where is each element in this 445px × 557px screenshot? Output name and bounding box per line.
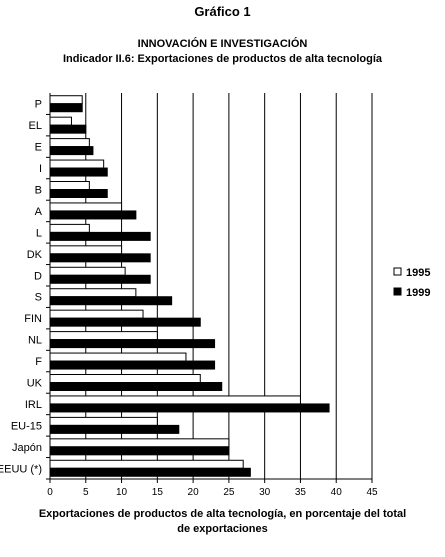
x-tick-label: 15: [152, 487, 164, 498]
axes: [46, 93, 373, 483]
bar-1999: [49, 274, 151, 284]
bar-1999: [49, 339, 216, 349]
bar-1999: [49, 360, 216, 370]
bar-1999: [49, 424, 180, 434]
category-label: D: [34, 270, 42, 282]
bar-1999: [49, 446, 230, 456]
gridlines: [85, 93, 373, 479]
bar-1999: [49, 317, 201, 327]
x-tick-label: 5: [83, 487, 89, 498]
x-axis-label-line1: Exportaciones de productos de alta tecno…: [38, 508, 407, 520]
bar-1995: [49, 266, 126, 276]
x-axis-label-line2: de exportaciones: [177, 523, 268, 535]
bar-1999: [49, 189, 108, 198]
category-label: P: [35, 99, 42, 111]
bar-1999: [49, 467, 251, 477]
bar-1999: [49, 146, 94, 156]
bar-1995: [49, 223, 90, 233]
bars: [49, 95, 330, 477]
category-label: S: [35, 292, 42, 304]
legend-swatch-1995: [393, 267, 402, 276]
chart-subtitle: Indicador II.6: Exportaciones de product…: [62, 53, 383, 65]
chart-title: INNOVACIÓN E INVESTIGACIÓN: [137, 38, 308, 50]
bar-1995: [49, 331, 158, 341]
legend-label-1999: 1999: [406, 287, 430, 299]
bar-1999: [49, 253, 151, 263]
x-tick-label: 40: [331, 487, 343, 498]
category-label: IRL: [25, 399, 42, 411]
bar-1995: [49, 395, 301, 405]
bar-1999: [49, 231, 151, 241]
category-label: EEUU (*): [0, 463, 42, 475]
category-label: I: [39, 163, 42, 175]
bar-1995: [49, 95, 83, 105]
bar-1995: [49, 288, 137, 298]
bar-1995: [49, 459, 244, 469]
category-label: DK: [27, 249, 43, 261]
category-label: EU-15: [11, 420, 42, 432]
bar-1999: [49, 210, 137, 220]
bar-1995: [49, 438, 230, 448]
bar-1995: [49, 181, 90, 190]
tick-labels: 0 5 10 15 20 25 30 35 40 45: [47, 487, 378, 498]
legend: 1995 1999: [393, 267, 430, 299]
category-label: A: [35, 206, 43, 218]
x-tick-label: 0: [47, 487, 53, 498]
category-label: E: [35, 142, 42, 154]
category-label: F: [35, 356, 42, 368]
bar-1999: [49, 167, 108, 177]
x-tick-label: 30: [259, 487, 271, 498]
figure-title: Gráfico 1: [194, 4, 251, 19]
x-tick-label: 20: [188, 487, 200, 498]
bar-1995: [49, 138, 90, 148]
bar-1995: [49, 374, 201, 383]
category-label: FIN: [24, 313, 42, 325]
x-tick-label: 35: [295, 487, 307, 498]
x-tick-label: 45: [366, 487, 378, 498]
category-label: L: [36, 227, 42, 239]
category-label: Japón: [12, 442, 42, 454]
legend-label-1995: 1995: [406, 267, 430, 279]
category-label: UK: [27, 378, 43, 390]
category-label: NL: [28, 335, 42, 347]
bar-1999: [49, 382, 223, 391]
bar-1995: [49, 245, 123, 255]
category-label: B: [35, 185, 42, 197]
x-tick-label: 25: [223, 487, 235, 498]
legend-swatch-1999: [393, 287, 402, 296]
bar-1995: [49, 202, 123, 212]
category-label: EL: [29, 120, 42, 132]
bar-1995: [49, 352, 187, 362]
bar-1999: [49, 296, 173, 306]
bar-1995: [49, 159, 105, 169]
bar-1995: [49, 416, 158, 426]
bar-1999: [49, 103, 83, 113]
bar-1999: [49, 124, 87, 134]
bar-1999: [49, 403, 330, 413]
bar-1995: [49, 116, 72, 126]
x-tick-label: 10: [116, 487, 128, 498]
bar-1995: [49, 309, 144, 319]
